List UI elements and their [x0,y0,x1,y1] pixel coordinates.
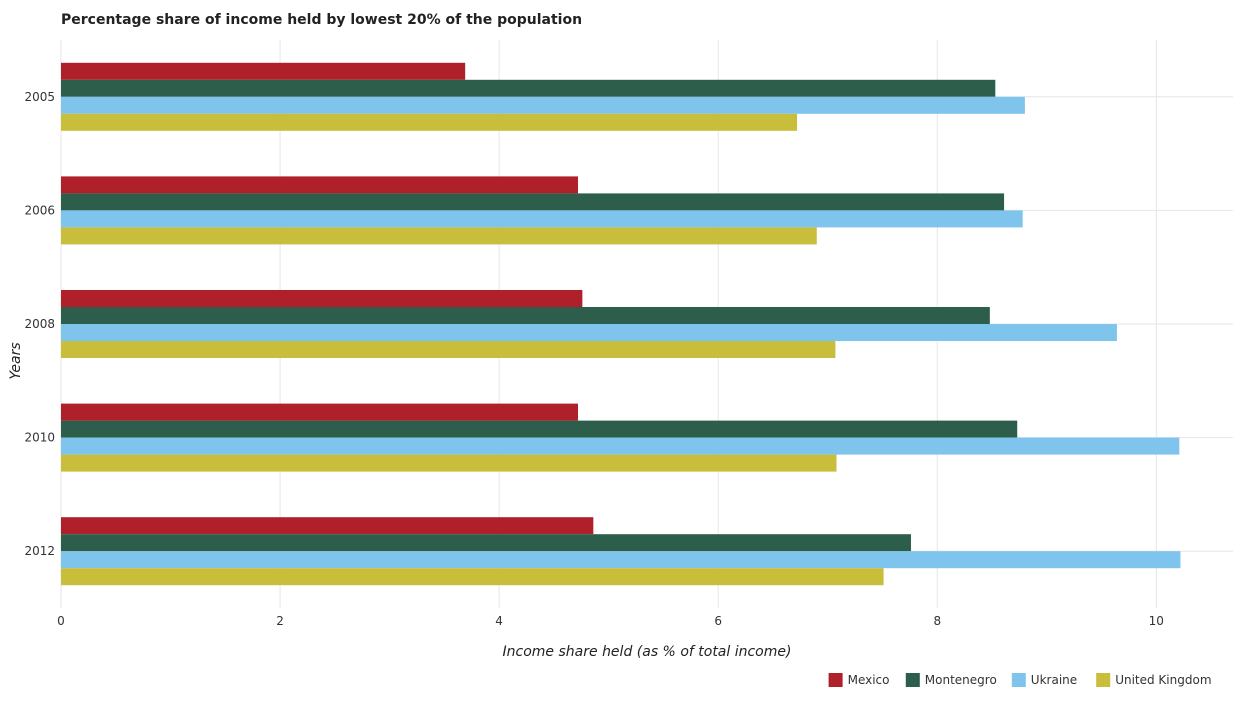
bar-ukraine-2006 [61,210,1023,228]
bar-united-kingdom-2010 [61,454,837,472]
bar-mexico-2008 [61,290,583,307]
legend-label: Mexico [848,673,890,687]
legend-swatch-mexico [828,673,843,687]
legend-swatch-montenegro [905,673,920,687]
legend-label: United Kingdom [1115,673,1211,687]
bar-mexico-2010 [61,403,578,421]
legend-swatch-ukraine [1011,673,1026,687]
x-tick-label: 4 [495,614,503,628]
x-tick-label: 0 [57,614,65,628]
chart-title: Percentage share of income held by lowes… [61,12,582,28]
bar-mexico-2012 [61,517,594,535]
bar-ukraine-2012 [61,551,1181,569]
bar-mexico-2005 [61,62,466,80]
bar-united-kingdom-2012 [61,568,884,586]
y-tick-label: 2008 [24,317,55,331]
bar-ukraine-2008 [61,324,1117,341]
y-axis-label: Years [8,342,24,379]
x-tick-label: 2 [276,614,284,628]
bar-mexico-2006 [61,176,578,194]
y-tick-label: 2005 [24,90,55,104]
bar-united-kingdom-2005 [61,113,798,131]
bar-ukraine-2010 [61,437,1180,455]
x-tick-label: 6 [714,614,722,628]
x-axis-label: Income share held (as % of total income) [503,644,792,660]
y-tick-label: 2006 [24,203,55,217]
bar-montenegro-2008 [61,307,990,324]
bar-montenegro-2005 [61,79,996,97]
legend-swatch-united-kingdom [1096,673,1111,687]
y-tick-label: 2010 [24,431,55,445]
legend: Mexico Montenegro Ukraine United Kingdom [828,673,1212,687]
bar-ukraine-2005 [61,96,1025,114]
y-tick-label: 2012 [24,544,55,558]
bar-united-kingdom-2008 [61,341,836,358]
bar-montenegro-2006 [61,193,1005,211]
bar-montenegro-2010 [61,420,1018,438]
legend-label: Ukraine [1031,673,1077,687]
bar-montenegro-2012 [61,534,911,552]
legend-label: Montenegro [925,673,997,687]
x-tick-label: 8 [933,614,941,628]
bar-united-kingdom-2006 [61,227,817,245]
x-tick-label: 10 [1149,614,1164,628]
plot-area: 2005 2006 2008 2010 2012 0 2 4 6 8 10 [24,40,1233,628]
